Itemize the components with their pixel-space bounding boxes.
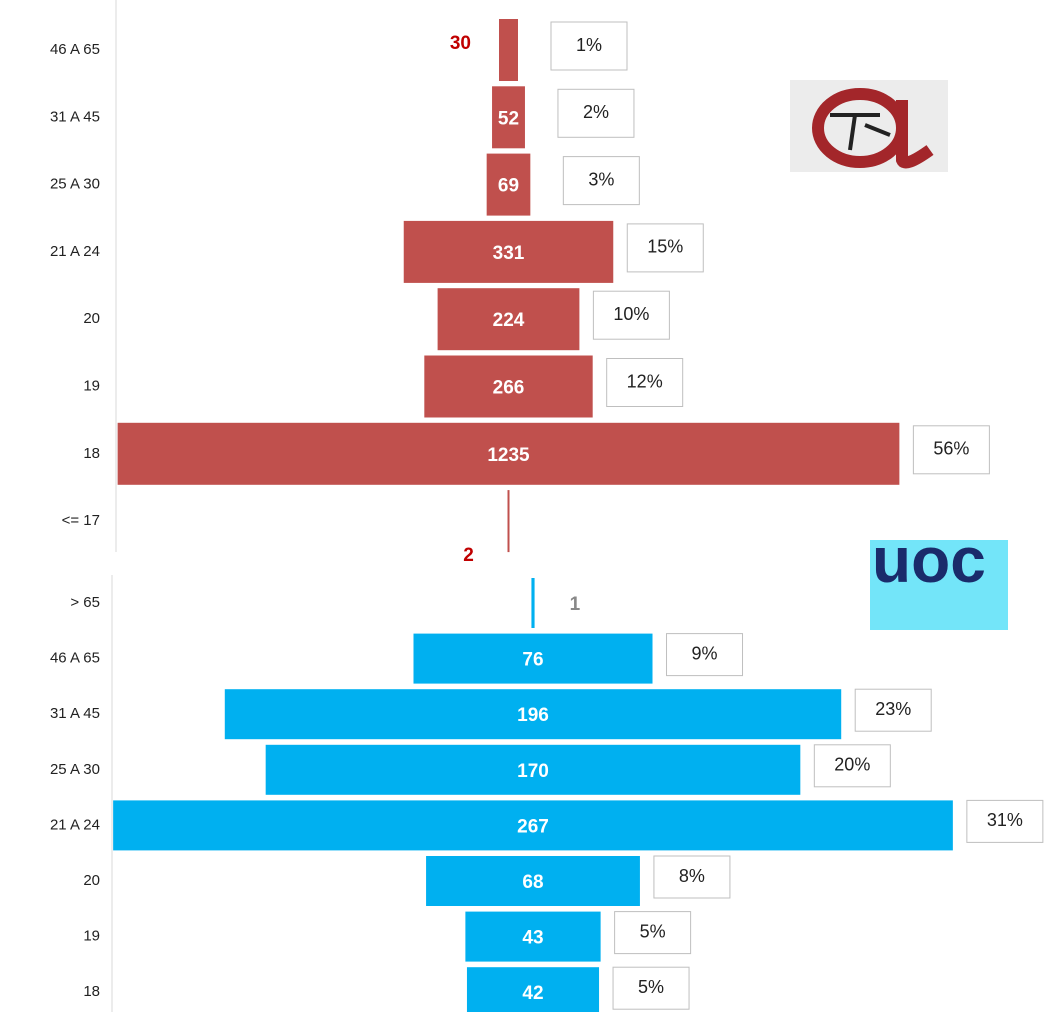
category-label: 20 — [83, 310, 100, 327]
value-label: 30 — [450, 33, 471, 54]
category-label: 21 A 24 — [50, 816, 100, 833]
category-label: 20 — [83, 872, 100, 889]
bar — [413, 633, 653, 684]
share-box — [550, 21, 628, 71]
value-label: 76 — [522, 650, 543, 671]
share-label: 12% — [627, 371, 663, 391]
category-label: 19 — [83, 928, 100, 945]
share-box — [606, 358, 684, 407]
share-label: 5% — [640, 921, 666, 941]
share-label: 20% — [834, 755, 870, 775]
bar — [492, 86, 525, 149]
value-label: 196 — [517, 705, 549, 726]
bar — [507, 490, 510, 553]
bar — [465, 911, 601, 962]
value-label: 331 — [493, 243, 525, 264]
category-label: 21 A 24 — [50, 243, 100, 260]
category-label: 25 A 30 — [50, 176, 100, 193]
category-label: > 65 — [70, 594, 100, 611]
bar — [224, 689, 842, 740]
share-label: 2% — [583, 102, 609, 122]
share-label: 5% — [638, 977, 664, 997]
value-label: 2 — [463, 545, 474, 566]
share-label: 56% — [933, 439, 969, 459]
value-label: 266 — [493, 378, 525, 399]
category-label: 46 A 65 — [50, 41, 100, 58]
category-label: <= 17 — [62, 512, 100, 529]
value-label: 42 — [522, 983, 543, 1004]
bar — [486, 153, 531, 216]
bar — [499, 19, 518, 81]
share-box — [653, 855, 731, 899]
category-label: 31 A 45 — [50, 108, 100, 125]
share-label: 1% — [576, 35, 602, 55]
bar — [117, 422, 900, 485]
category-label: 19 — [83, 377, 100, 394]
value-label: 1 — [570, 594, 581, 615]
share-label: 15% — [647, 237, 683, 257]
share-box — [592, 290, 670, 340]
bar — [531, 578, 535, 628]
share-label: 31% — [987, 810, 1023, 830]
category-label: 18 — [83, 445, 100, 462]
value-label: 68 — [522, 872, 543, 893]
value-label: 224 — [493, 310, 525, 331]
share-label: 10% — [613, 304, 649, 324]
share-box — [912, 425, 990, 475]
category-label: 31 A 45 — [50, 705, 100, 722]
share-label: 9% — [692, 643, 718, 663]
share-box — [813, 744, 891, 788]
category-label: 46 A 65 — [50, 650, 100, 667]
value-label: 43 — [522, 928, 543, 949]
share-label: 23% — [875, 699, 911, 719]
value-label: 69 — [498, 176, 519, 197]
share-box — [614, 911, 692, 955]
logo-text: uoc — [872, 524, 986, 596]
bar — [426, 856, 640, 906]
value-label: 267 — [517, 816, 549, 837]
bar — [437, 288, 580, 351]
value-label: 170 — [517, 761, 549, 782]
share-label: 3% — [588, 169, 614, 189]
bar — [113, 800, 953, 851]
share-box — [612, 966, 690, 1010]
category-label: 18 — [83, 983, 100, 1000]
bar — [466, 967, 600, 1012]
share-box — [557, 88, 635, 138]
share-box — [626, 223, 704, 273]
share-box — [854, 688, 932, 732]
bar — [265, 744, 801, 795]
category-label: 25 A 30 — [50, 761, 100, 778]
share-box — [562, 156, 640, 206]
uoc-logo: uoc — [870, 524, 1008, 630]
share-box — [666, 633, 744, 677]
share-label: 8% — [679, 866, 705, 886]
bar — [403, 220, 614, 283]
ua-logo — [790, 80, 948, 172]
bar — [424, 355, 593, 418]
value-label: 52 — [498, 108, 519, 129]
share-box — [966, 799, 1044, 843]
value-label: 1235 — [487, 445, 530, 466]
